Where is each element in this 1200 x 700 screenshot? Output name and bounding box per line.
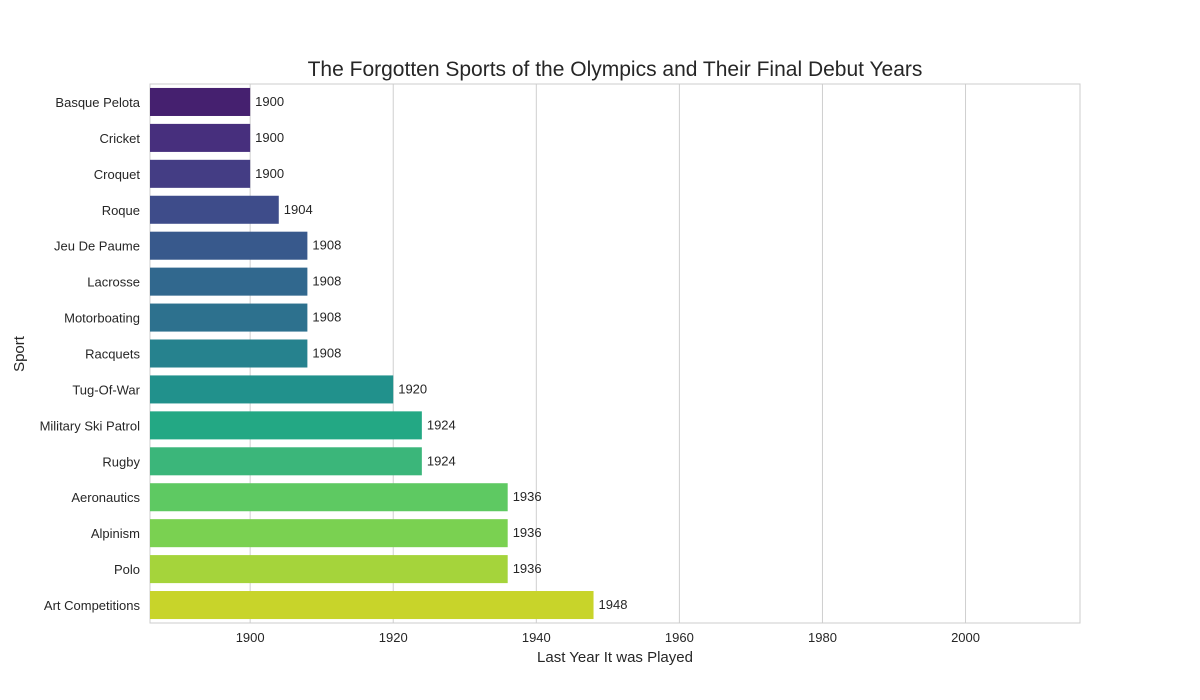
bar-military-ski-patrol bbox=[150, 411, 422, 440]
data-label-cricket: 1900 bbox=[255, 130, 284, 145]
y-axis-label: Sport bbox=[11, 335, 28, 372]
y-tick-label-motorboating: Motorboating bbox=[64, 311, 140, 326]
y-tick-label-roque: Roque bbox=[102, 203, 140, 218]
x-tick-label-1960: 1960 bbox=[665, 630, 694, 645]
y-tick-label-tug-of-war: Tug-Of-War bbox=[72, 382, 140, 397]
x-tick-label-1920: 1920 bbox=[379, 630, 408, 645]
bar-cricket bbox=[150, 123, 251, 152]
y-tick-labels: Basque Pelota Cricket Croquet Roque Jeu De P… bbox=[40, 95, 141, 613]
data-label-polo: 1936 bbox=[513, 561, 542, 576]
bar-basque-pelota bbox=[150, 87, 251, 116]
bar-roque bbox=[150, 195, 279, 224]
y-tick-label-rugby: Rugby bbox=[102, 454, 140, 469]
bar-alpinism bbox=[150, 519, 508, 548]
data-label-lacrosse: 1908 bbox=[312, 274, 341, 289]
y-tick-label-cricket: Cricket bbox=[100, 131, 141, 146]
data-label-alpinism: 1936 bbox=[513, 525, 542, 540]
data-label-motorboating: 1908 bbox=[312, 310, 341, 325]
data-label-rugby: 1924 bbox=[427, 453, 456, 468]
x-tick-labels: 1900 1920 1940 1960 1980 2000 bbox=[236, 630, 980, 645]
data-label-roque: 1904 bbox=[284, 202, 313, 217]
data-label-racquets: 1908 bbox=[312, 346, 341, 361]
chart-title: The Forgotten Sports of the Olympics and… bbox=[308, 58, 923, 81]
x-axis-label: Last Year It was Played bbox=[537, 649, 693, 666]
data-label-military-ski-patrol: 1924 bbox=[427, 417, 456, 432]
bar-jeu-de-paume bbox=[150, 231, 308, 260]
data-label-jeu-de-paume: 1908 bbox=[312, 238, 341, 253]
x-tick-label-1900: 1900 bbox=[236, 630, 265, 645]
y-tick-label-basque-pelota: Basque Pelota bbox=[55, 95, 140, 110]
y-tick-label-jeu-de-paume: Jeu De Paume bbox=[54, 239, 140, 254]
x-tick-label-1940: 1940 bbox=[522, 630, 551, 645]
bar-motorboating bbox=[150, 303, 308, 332]
bar-polo bbox=[150, 555, 508, 584]
x-tick-label-2000: 2000 bbox=[951, 630, 980, 645]
bar-rugby bbox=[150, 447, 422, 476]
labels-layer: 1900 1900 1900 1904 1908 1908 1908 1908 1920 1924… bbox=[255, 94, 627, 612]
data-label-basque-pelota: 1900 bbox=[255, 94, 284, 109]
x-tick-label-1980: 1980 bbox=[808, 630, 837, 645]
y-tick-label-racquets: Racquets bbox=[85, 347, 140, 362]
bar-croquet bbox=[150, 159, 251, 188]
bars-layer bbox=[150, 87, 594, 620]
y-tick-label-croquet: Croquet bbox=[94, 167, 141, 182]
y-tick-label-art-competitions: Art Competitions bbox=[44, 598, 141, 613]
y-tick-label-military-ski-patrol: Military Ski Patrol bbox=[40, 418, 141, 433]
bar-tug-of-war bbox=[150, 375, 394, 404]
data-label-croquet: 1900 bbox=[255, 166, 284, 181]
bar-aeronautics bbox=[150, 483, 508, 512]
y-tick-label-lacrosse: Lacrosse bbox=[87, 275, 140, 290]
bar-racquets bbox=[150, 339, 308, 368]
data-label-aeronautics: 1936 bbox=[513, 489, 542, 504]
y-tick-label-aeronautics: Aeronautics bbox=[71, 490, 140, 505]
data-label-tug-of-war: 1920 bbox=[398, 381, 427, 396]
bar-art-competitions bbox=[150, 591, 594, 620]
data-label-art-competitions: 1948 bbox=[599, 597, 628, 612]
bar-lacrosse bbox=[150, 267, 308, 296]
y-tick-label-polo: Polo bbox=[114, 562, 140, 577]
y-tick-label-alpinism: Alpinism bbox=[91, 526, 140, 541]
